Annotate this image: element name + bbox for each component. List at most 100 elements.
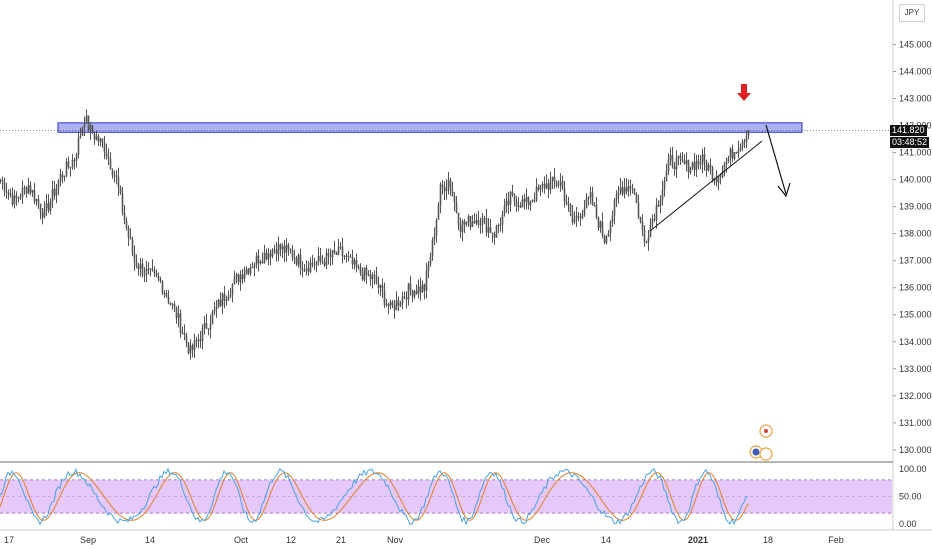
x-tick-label: 12 [286, 535, 296, 545]
candle-body [363, 267, 366, 280]
candle-body [111, 169, 114, 176]
candle-body [573, 219, 576, 223]
x-tick-label: 21 [336, 535, 346, 545]
candle-body [295, 258, 298, 265]
support-trendline [649, 140, 763, 232]
candle-body [349, 256, 352, 258]
candle-body [543, 184, 546, 189]
candle-body [621, 187, 624, 194]
candle-body [415, 291, 418, 294]
candle-body [471, 221, 474, 227]
candle-body [25, 187, 28, 194]
candle-body [551, 176, 554, 181]
candle-body [179, 313, 182, 333]
candle-body [599, 221, 602, 228]
candle-body [117, 176, 120, 188]
candle-body [683, 160, 686, 165]
candle-body [419, 286, 422, 293]
candle-body [163, 293, 166, 295]
candle-body [39, 203, 42, 213]
candle-body [89, 125, 92, 131]
candle-body [385, 303, 388, 305]
candle-body [645, 241, 648, 243]
candle-body [427, 264, 430, 271]
candle-body [549, 180, 552, 190]
candle-body [487, 227, 490, 233]
candle-body [305, 268, 308, 271]
candle-body [391, 302, 394, 305]
candle-body [239, 274, 242, 283]
event-marker [759, 447, 773, 461]
candle-body [613, 199, 616, 216]
candle-body [449, 179, 452, 191]
candle-body [161, 281, 164, 294]
candle-body [141, 263, 144, 275]
candle-body [725, 160, 728, 165]
candle-body [513, 194, 516, 202]
candle-body [509, 191, 512, 205]
candle-body [91, 125, 94, 134]
candle-body [95, 136, 98, 140]
candle-body [455, 202, 458, 213]
projection-arrow-line [765, 124, 787, 195]
candle-body [633, 188, 636, 195]
candle-body [493, 233, 496, 238]
candle-body [477, 219, 480, 225]
candle-body [107, 156, 110, 159]
candle-body [19, 197, 22, 199]
candle-body [539, 184, 542, 190]
candle-body [685, 159, 688, 165]
candle-body [429, 256, 432, 265]
candle-body [447, 179, 450, 188]
x-tick-label: Dec [534, 535, 551, 545]
candle-body [483, 218, 486, 220]
candle-body [611, 215, 614, 222]
currency-badge[interactable]: JPY [899, 4, 925, 22]
candle-body [219, 299, 222, 306]
candle-body [131, 239, 134, 254]
candle-body [41, 212, 44, 218]
candle-body [375, 275, 378, 284]
candle-body [423, 284, 426, 291]
candle-body [31, 189, 34, 193]
candle-body [345, 255, 348, 257]
candle-body [297, 254, 300, 265]
candle-body [655, 204, 658, 220]
candle-body [279, 244, 282, 250]
candle-body [113, 175, 116, 177]
candle-body [467, 215, 470, 223]
candle-body [577, 215, 580, 217]
candle-body [635, 194, 638, 203]
candle-body [381, 285, 384, 292]
candle-body [145, 268, 148, 275]
candle-body [357, 266, 360, 268]
candle-body [555, 181, 558, 186]
candle-body [693, 162, 696, 170]
candle-body [421, 284, 424, 293]
stoch-tick-label: 100.00 [899, 464, 927, 474]
candle-body [227, 296, 230, 300]
candle-body [475, 219, 478, 224]
candle-body [1, 179, 4, 182]
red-down-arrow-icon [737, 84, 751, 101]
stoch-tick-label: 50.00 [899, 492, 922, 502]
candle-body [671, 155, 674, 167]
candle-body [503, 205, 506, 215]
candle-body [193, 340, 196, 350]
candle-body [689, 167, 692, 173]
candle-body [747, 130, 750, 137]
candle-body [277, 244, 280, 255]
candle-body [469, 215, 472, 227]
candle-body [579, 216, 582, 219]
candle-body [271, 249, 274, 257]
candle-body [601, 221, 604, 236]
candle-body [617, 192, 620, 196]
candle-body [605, 236, 608, 243]
candle-body [501, 214, 504, 225]
candle-body [607, 232, 610, 237]
candle-body [331, 250, 334, 258]
candle-body [217, 299, 220, 307]
candle-body [85, 115, 88, 124]
